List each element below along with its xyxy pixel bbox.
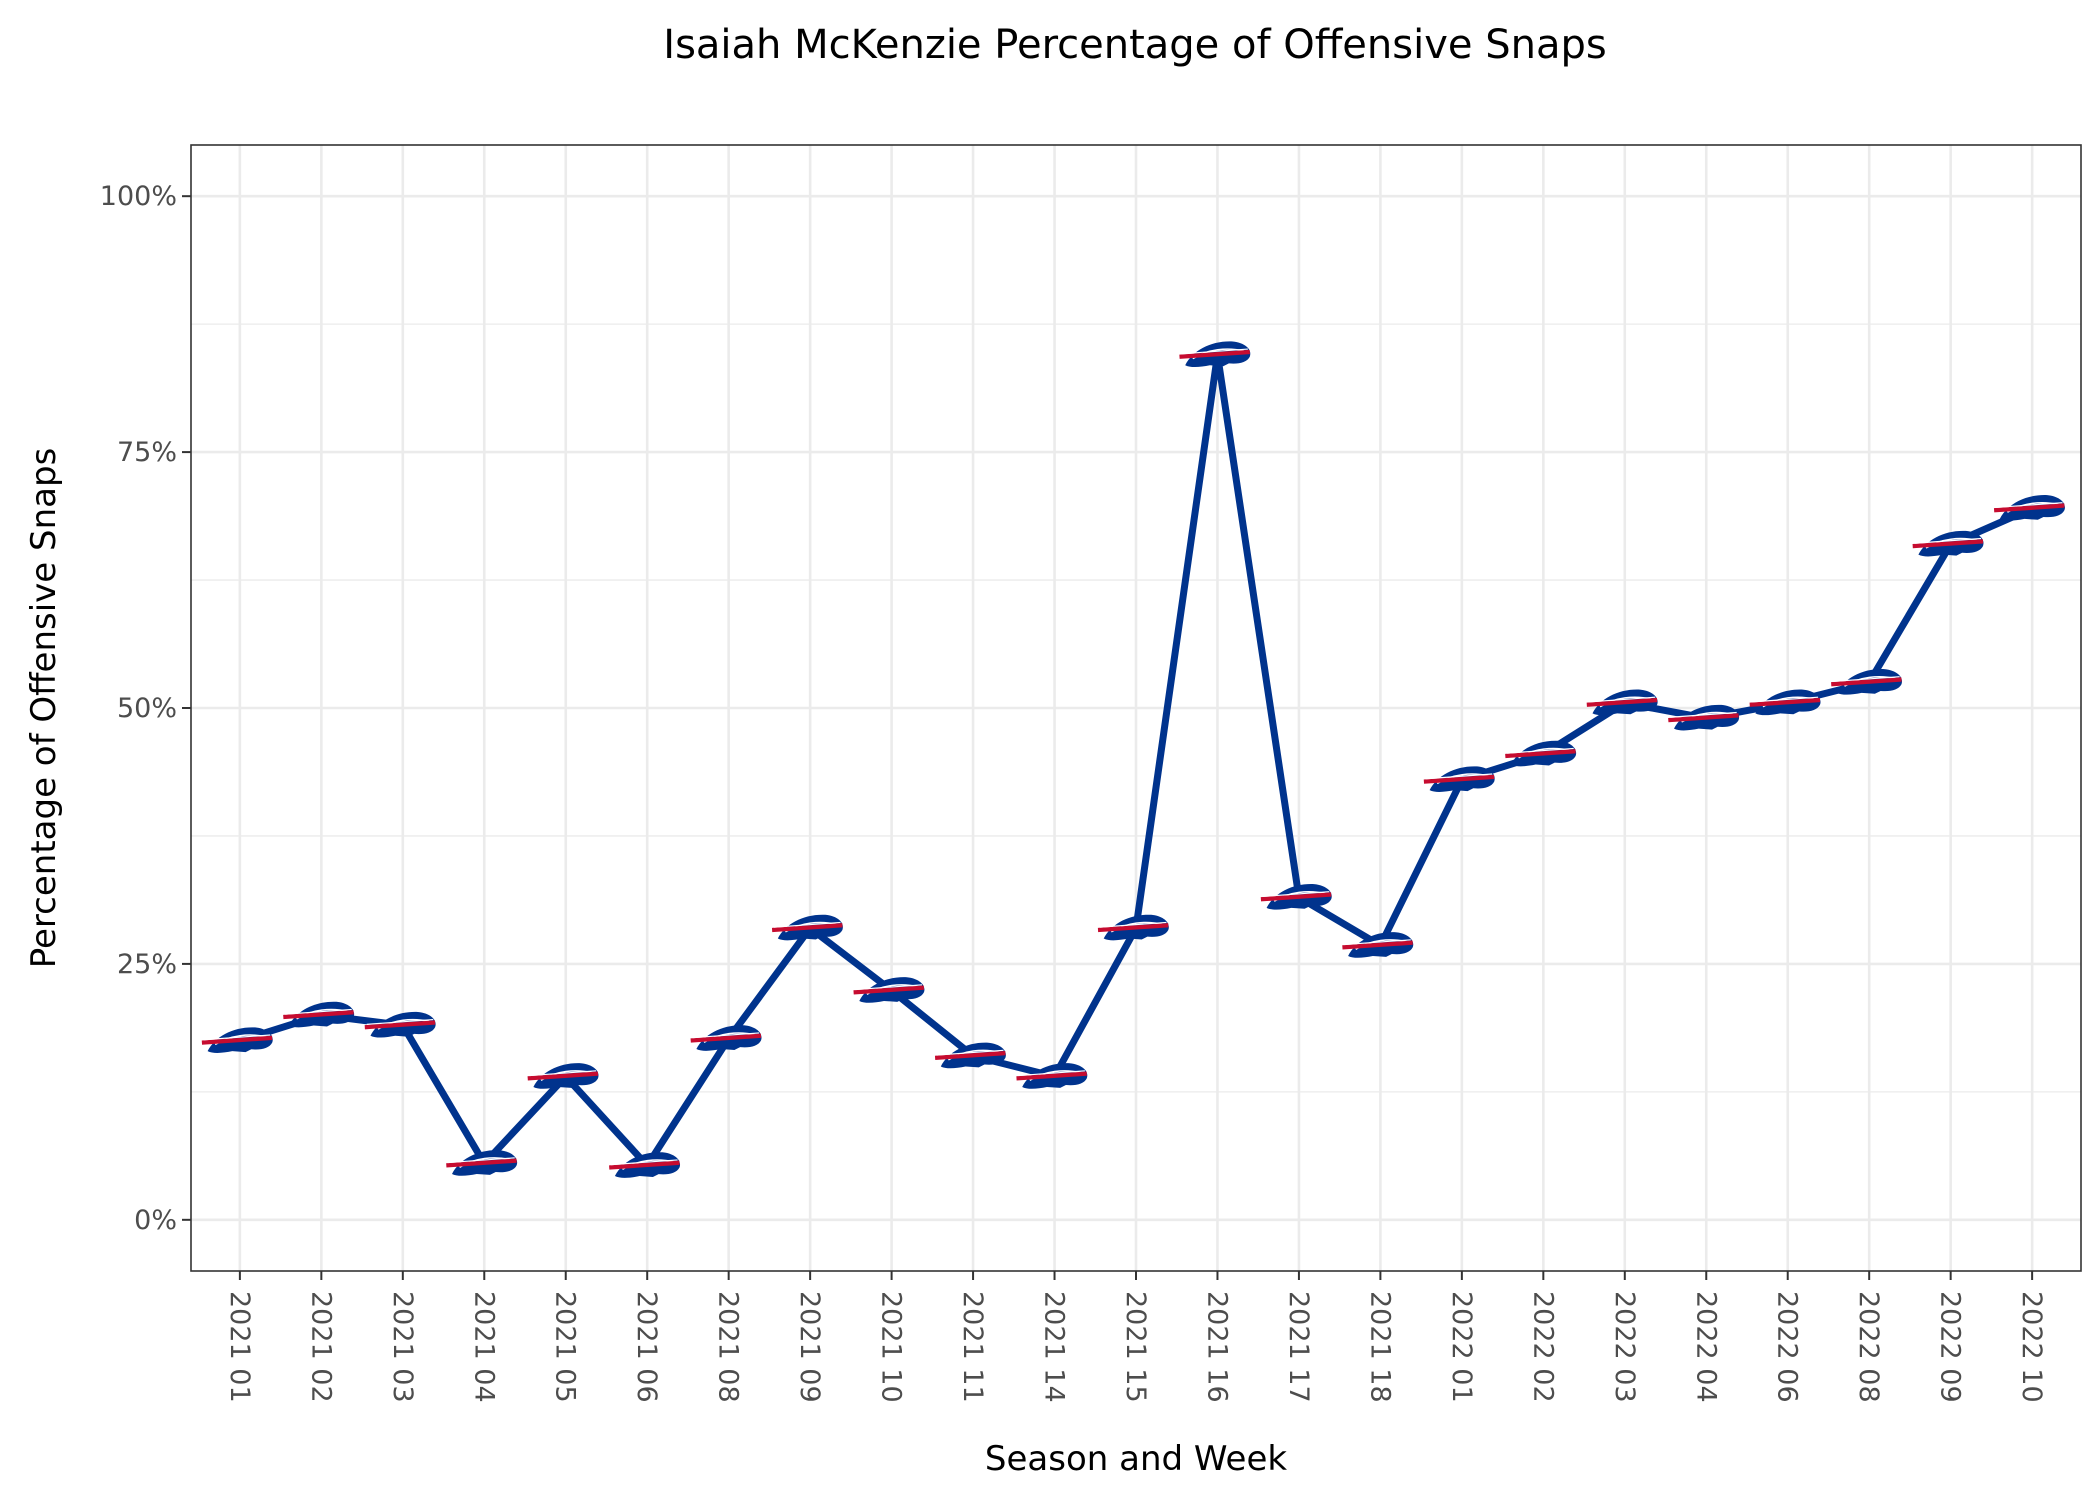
x-tick-label: 2021 17 [1283,1291,1314,1403]
bills-logo-point-marker [609,1152,680,1178]
x-tick-label: 2021 15 [1120,1291,1151,1403]
x-tick-label: 2021 04 [468,1291,499,1403]
marker-layer [202,341,2065,1177]
x-tick-label: 2021 06 [631,1291,662,1403]
y-tick-label: 0% [134,1205,177,1236]
x-tick-label: 2021 08 [713,1291,744,1403]
x-tick-label: 2022 03 [1609,1291,1640,1403]
x-tick-label: 2022 10 [2016,1291,2047,1403]
bills-logo-point-marker [1261,884,1332,910]
x-tick-label: 2021 01 [224,1291,255,1403]
x-tick-label: 2022 08 [1853,1291,1884,1403]
bills-logo-point-marker [528,1063,599,1089]
x-tick-label: 2021 18 [1364,1291,1395,1403]
x-tick-label: 2022 09 [1935,1291,1966,1403]
bills-logo-point-marker [1505,741,1576,767]
chart-title: Isaiah McKenzie Percentage of Offensive … [663,22,1606,68]
x-tick-label: 2021 09 [794,1291,825,1403]
bills-logo-point-marker [1994,495,2065,521]
x-tick-label: 2021 11 [957,1291,988,1403]
bills-logo-point-marker [1750,690,1821,716]
x-tick-label: 2021 14 [1039,1291,1070,1403]
x-tick-label: 2021 03 [387,1291,418,1403]
bills-logo-point-marker [365,1012,436,1038]
bills-logo-point-marker [446,1150,517,1176]
y-tick-label: 100% [100,181,177,212]
x-tick-label: 2022 02 [1527,1291,1558,1403]
x-tick-label: 2021 05 [550,1291,581,1403]
x-tick-label: 2022 01 [1446,1291,1477,1403]
x-axis-title: Season and Week [985,1439,1287,1479]
y-tick-label: 75% [117,437,177,468]
y-axis: 0% 25% 50% 75% 100% [100,181,191,1236]
x-tick-label: 2021 16 [1201,1291,1232,1403]
bills-logo-point-marker [1342,932,1413,958]
bills-logo-point-marker [691,1025,762,1051]
bills-logo-point-marker [1831,669,1902,695]
x-tick-label: 2021 02 [305,1291,336,1403]
bills-logo-point-marker [1913,531,1984,557]
bills-logo-point-marker [1587,690,1658,716]
bills-logo-point-marker [854,977,925,1003]
y-axis-title: Percentage of Offensive Snaps [24,448,64,969]
bills-logo-point-marker [283,1002,354,1028]
y-tick-label: 50% [117,693,177,724]
x-tick-label: 2022 04 [1690,1291,1721,1403]
bills-logo-point-marker [772,915,843,941]
x-axis: 2021 01 2021 02 2021 03 2021 04 2021 05 2021 … [224,1271,2047,1403]
x-tick-label: 2021 10 [876,1291,907,1403]
x-tick-label: 2022 06 [1772,1291,1803,1403]
bills-logo-point-marker [202,1027,273,1053]
bills-logo-point-marker [1098,915,1169,941]
bills-logo-point-marker [1180,341,1251,367]
y-tick-label: 25% [117,949,177,980]
bills-logo-point-marker [1424,766,1495,792]
